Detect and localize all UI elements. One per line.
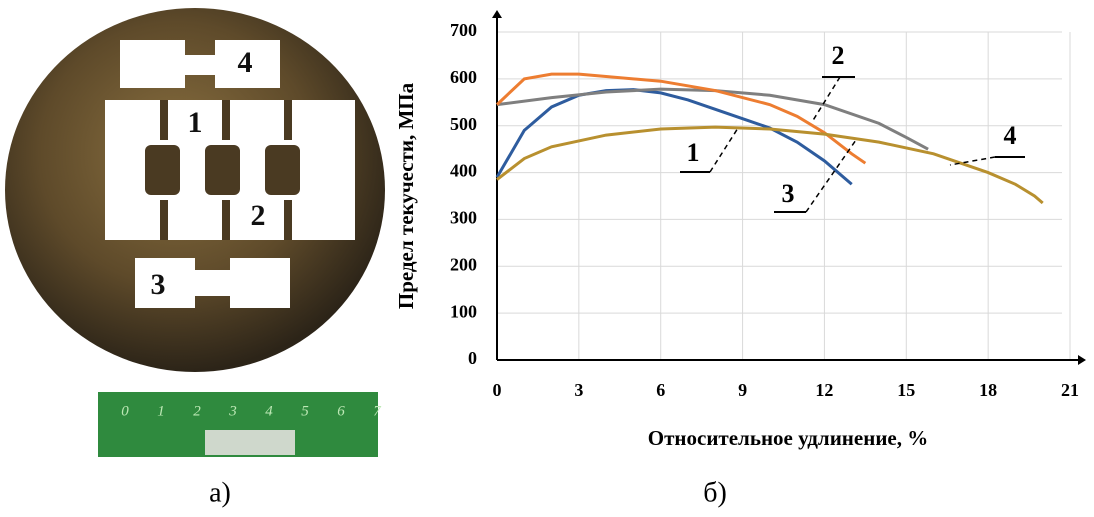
ruler-digit: 1 xyxy=(157,403,165,419)
specimen-label: 3 xyxy=(151,268,166,301)
x-arrow xyxy=(1078,355,1086,365)
caption: а) xyxy=(209,477,231,508)
x-tick-label: 21 xyxy=(1061,380,1079,400)
x-tick-label: 12 xyxy=(815,380,833,400)
series-label: 3 xyxy=(782,179,795,208)
specimen-label: 4 xyxy=(238,46,253,79)
ruler-digit: 2 xyxy=(193,403,201,419)
ruler-digit: 3 xyxy=(228,403,237,419)
specimen-label: 2 xyxy=(251,199,266,232)
y-tick-label: 700 xyxy=(450,20,477,40)
ruler-digit: 7 xyxy=(373,403,382,419)
ruler-digit: 4 xyxy=(265,403,273,419)
label-leader xyxy=(710,128,738,172)
y-axis-title: Предел текучести, МПа xyxy=(394,82,418,309)
x-tick-label: 18 xyxy=(979,380,997,400)
x-tick-label: 3 xyxy=(574,380,583,400)
y-tick-label: 400 xyxy=(450,161,477,181)
x-tick-label: 9 xyxy=(738,380,747,400)
ruler-digit: 5 xyxy=(301,403,309,419)
ruler-digit: 6 xyxy=(337,403,345,419)
x-tick-label: 6 xyxy=(656,380,665,400)
y-tick-label: 0 xyxy=(468,348,477,368)
y-tick-label: 100 xyxy=(450,301,477,321)
series-label: 1 xyxy=(687,138,700,167)
figure: 123401234567а)б)010020030040050060070003… xyxy=(0,0,1094,517)
caption: б) xyxy=(703,477,727,508)
series-line xyxy=(497,90,852,185)
y-tick-label: 300 xyxy=(450,208,477,228)
y-tick-label: 600 xyxy=(450,67,477,87)
series-label: 2 xyxy=(832,41,845,70)
series-label: 4 xyxy=(1004,121,1017,150)
ruler-digit: 0 xyxy=(121,403,129,419)
y-tick-label: 200 xyxy=(450,254,477,274)
x-tick-label: 15 xyxy=(897,380,915,400)
x-tick-label: 0 xyxy=(493,380,502,400)
x-axis-title: Относительное удлинение, % xyxy=(648,426,929,450)
label-leader xyxy=(812,77,840,122)
specimen-label: 1 xyxy=(188,106,203,139)
y-arrow xyxy=(492,10,502,18)
y-tick-label: 500 xyxy=(450,114,477,134)
label-leader xyxy=(806,140,856,212)
ruler-sticker xyxy=(205,430,295,455)
